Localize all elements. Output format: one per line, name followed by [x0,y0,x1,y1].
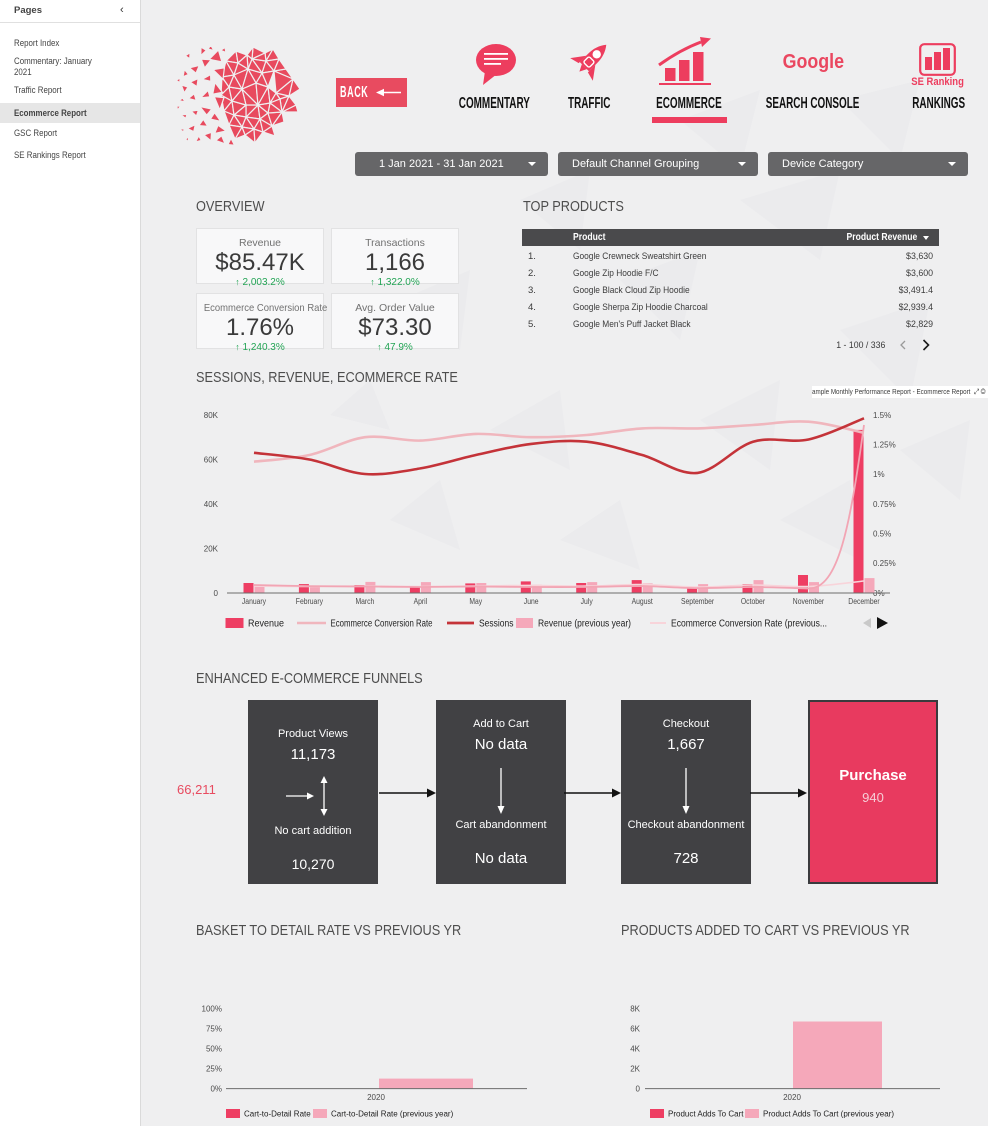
svg-text:100%: 100% [202,1004,222,1013]
svg-text:0.5%: 0.5% [873,530,891,539]
svg-text:2020: 2020 [783,1093,801,1102]
svg-text:1%: 1% [873,470,885,479]
svg-text:20K: 20K [204,544,219,553]
svg-text:May: May [469,597,482,606]
svg-text:April: April [414,597,428,606]
svg-text:Revenue: Revenue [248,619,284,630]
svg-text:2K: 2K [630,1064,640,1073]
svg-text:October: October [741,597,765,606]
svg-text:March: March [355,597,374,606]
svg-text:50%: 50% [206,1044,222,1053]
svg-text:0.25%: 0.25% [873,559,896,568]
svg-text:Revenue (previous year): Revenue (previous year) [538,619,631,630]
svg-text:75%: 75% [206,1024,222,1033]
svg-text:0%: 0% [210,1084,222,1093]
svg-text:2020: 2020 [367,1093,385,1102]
svg-text:1.5%: 1.5% [873,411,891,420]
svg-text:September: September [681,597,714,606]
svg-text:February: February [296,597,323,606]
svg-text:August: August [632,597,654,606]
svg-text:Ecommerce Conversion Rate: Ecommerce Conversion Rate [331,619,433,630]
svg-text:Product Adds To Cart (previous: Product Adds To Cart (previous year) [763,1110,894,1119]
svg-text:0: 0 [214,589,219,598]
svg-text:Cart-to-Detail Rate (previous: Cart-to-Detail Rate (previous year) [331,1110,454,1119]
svg-text:Sessions: Sessions [479,619,514,630]
svg-text:November: November [793,597,825,606]
svg-text:June: June [524,597,539,606]
svg-text:Cart-to-Detail Rate: Cart-to-Detail Rate [244,1110,311,1119]
svg-text:July: July [581,597,593,606]
svg-text:6K: 6K [630,1024,640,1033]
svg-text:Ecommerce Conversion Rate (pre: Ecommerce Conversion Rate (previous... [671,619,827,630]
svg-text:40K: 40K [204,500,219,509]
svg-text:1.25%: 1.25% [873,441,896,450]
svg-text:4K: 4K [630,1044,640,1053]
svg-text:8K: 8K [630,1004,640,1013]
svg-text:Product Adds To Cart: Product Adds To Cart [668,1110,744,1119]
svg-text:December: December [848,597,880,606]
svg-text:January: January [242,597,266,606]
svg-text:80K: 80K [204,411,219,420]
svg-text:0.75%: 0.75% [873,500,896,509]
svg-text:60K: 60K [204,455,219,464]
svg-text:25%: 25% [206,1064,222,1073]
svg-text:0: 0 [636,1084,641,1093]
